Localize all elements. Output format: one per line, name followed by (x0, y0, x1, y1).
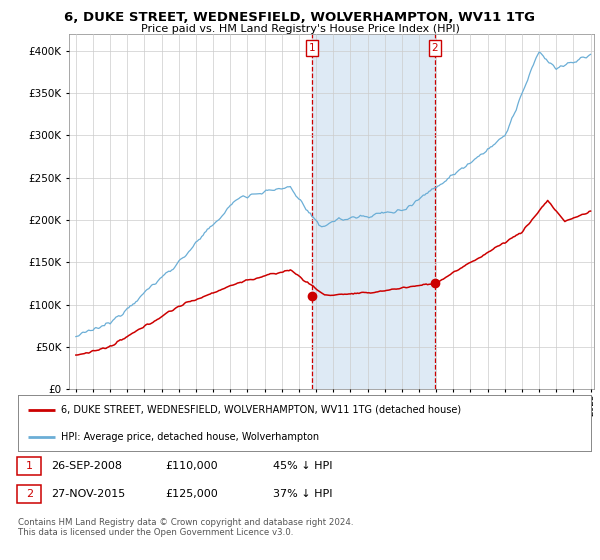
Text: 27-NOV-2015: 27-NOV-2015 (51, 489, 125, 499)
Text: £110,000: £110,000 (165, 461, 218, 471)
Text: Price paid vs. HM Land Registry's House Price Index (HPI): Price paid vs. HM Land Registry's House … (140, 24, 460, 34)
Text: HPI: Average price, detached house, Wolverhampton: HPI: Average price, detached house, Wolv… (61, 432, 319, 442)
Text: 2: 2 (431, 43, 438, 53)
Text: 1: 1 (26, 461, 33, 471)
Bar (312, 34, 435, 389)
Text: 6, DUKE STREET, WEDNESFIELD, WOLVERHAMPTON, WV11 1TG (detached house): 6, DUKE STREET, WEDNESFIELD, WOLVERHAMPT… (61, 405, 461, 415)
Text: Contains HM Land Registry data © Crown copyright and database right 2024.
This d: Contains HM Land Registry data © Crown c… (18, 518, 353, 538)
Text: 1: 1 (308, 43, 315, 53)
Text: £125,000: £125,000 (165, 489, 218, 499)
Text: 2: 2 (26, 489, 33, 499)
Text: 45% ↓ HPI: 45% ↓ HPI (273, 461, 332, 471)
Text: 6, DUKE STREET, WEDNESFIELD, WOLVERHAMPTON, WV11 1TG: 6, DUKE STREET, WEDNESFIELD, WOLVERHAMPT… (65, 11, 536, 24)
Text: 37% ↓ HPI: 37% ↓ HPI (273, 489, 332, 499)
Text: 26-SEP-2008: 26-SEP-2008 (51, 461, 122, 471)
